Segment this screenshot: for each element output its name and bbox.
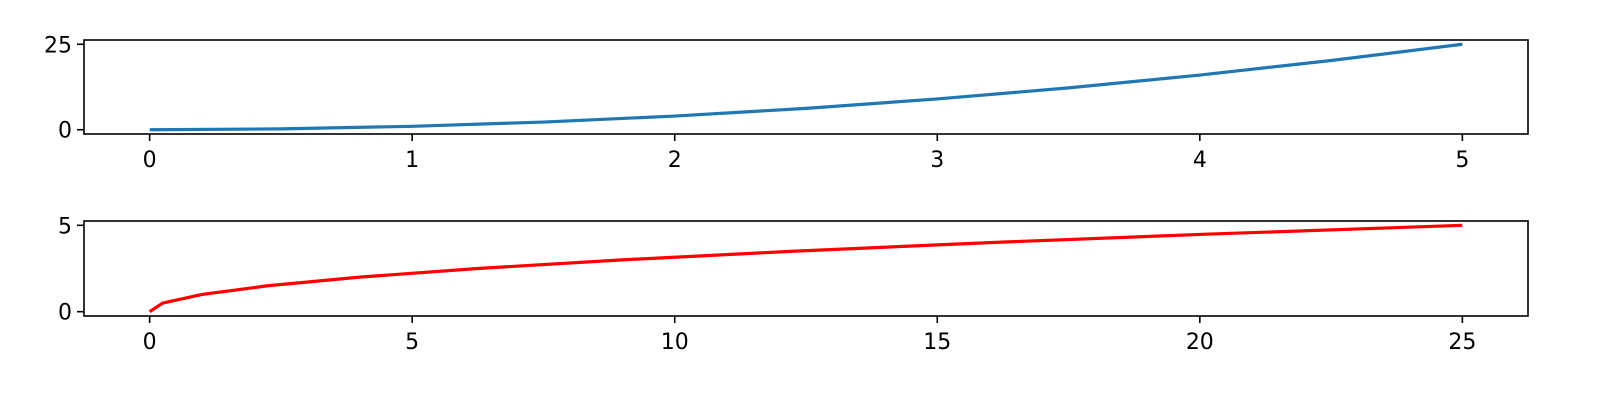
bottom-x-tick-label-5: 25 <box>1448 330 1476 355</box>
top-axes-frame <box>83 39 1529 135</box>
top-x-tick-label-2: 2 <box>668 148 682 173</box>
top-plot: 0 1 2 3 4 5 0 25 <box>44 33 1529 173</box>
bottom-series-line-0 <box>148 223 1463 314</box>
top-x-tick-label-1: 1 <box>405 148 419 173</box>
bottom-axes-frame <box>83 220 1529 317</box>
bottom-x-tick-label-0: 0 <box>143 330 157 355</box>
bottom-x-tick-label-3: 15 <box>923 330 951 355</box>
bottom-plot: 0 5 10 15 20 25 0 5 <box>58 214 1529 355</box>
bottom-x-tick-label-4: 20 <box>1186 330 1214 355</box>
bottom-x-tick-label-2: 10 <box>661 330 689 355</box>
top-x-tick-label-4: 4 <box>1193 148 1207 173</box>
bottom-y-tick-label-1: 5 <box>58 214 72 239</box>
bottom-x-tick-label-1: 5 <box>405 330 419 355</box>
top-x-tick-label-0: 0 <box>143 148 157 173</box>
top-y-tick-label-0: 0 <box>58 119 72 144</box>
top-y-tick-label-1: 25 <box>44 33 72 58</box>
top-x-tick-label-3: 3 <box>930 148 944 173</box>
bottom-y-tick-label-0: 0 <box>58 301 72 326</box>
top-x-tick-label-5: 5 <box>1455 148 1469 173</box>
top-series-line-0 <box>149 42 1463 132</box>
